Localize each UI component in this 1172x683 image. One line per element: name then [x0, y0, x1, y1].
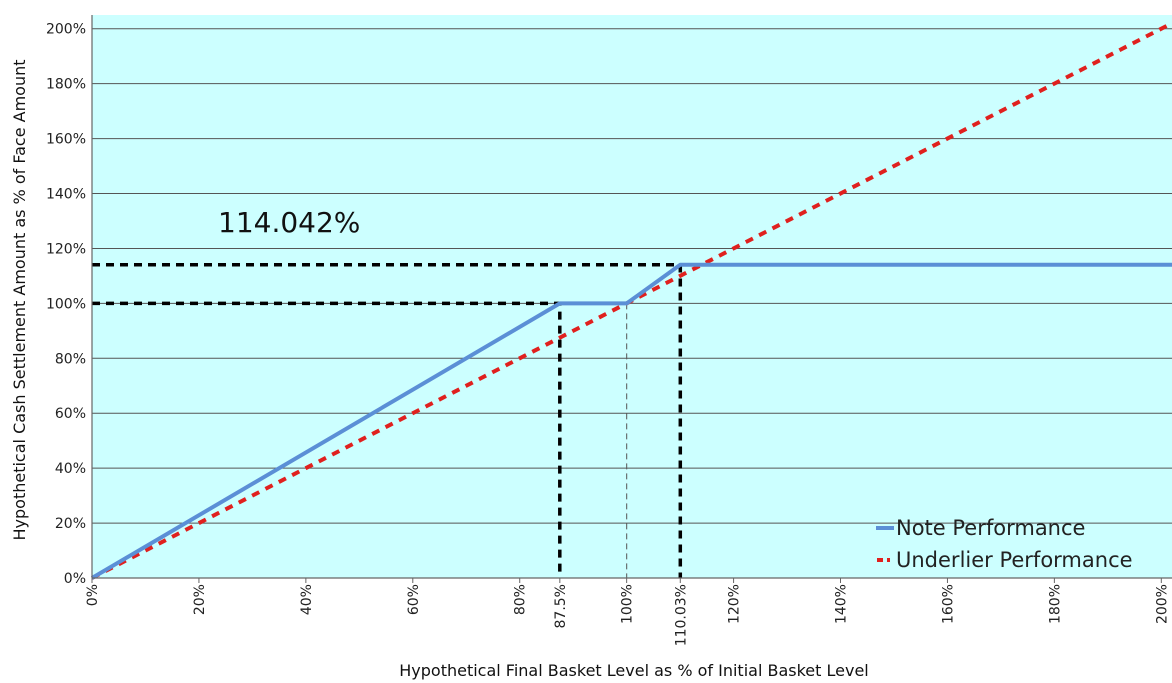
x-tick-label: 60% [406, 584, 422, 615]
x-tick-label: 80% [513, 584, 529, 615]
x-tick-labels: 0% 20% 40% 60% 80% 87.5% 100% 110.03% 120% 140% 16… [85, 578, 1170, 646]
y-tick-label: 160% [46, 132, 86, 148]
y-axis-title: Hypothetical Cash Settlement Amount as %… [10, 60, 29, 541]
y-tick-label: 120% [46, 241, 86, 257]
x-tick-label: 180% [1047, 584, 1063, 624]
x-axis-title: Hypothetical Final Basket Level as % of … [399, 661, 868, 680]
y-tick-label: 20% [55, 516, 86, 532]
x-tick-label: 40% [299, 584, 315, 615]
annotation-value: 114.042% [218, 206, 360, 239]
x-tick-label: 20% [192, 584, 208, 615]
y-tick-label: 60% [55, 406, 86, 422]
x-tick-label: 120% [727, 584, 743, 624]
x-tick-label: 87.5% [553, 584, 569, 628]
series-line-note-performance [90, 262, 1172, 580]
grid [92, 28, 1172, 524]
legend: Note Performance Underlier Performance [876, 516, 1133, 572]
y-tick-label: 40% [55, 461, 86, 477]
x-tick-label: 0% [85, 584, 101, 606]
x-tick-label: 110.03% [673, 584, 689, 646]
y-tick-label: 200% [46, 22, 86, 38]
y-tick-label: 180% [46, 77, 86, 93]
y-tick-label: 140% [46, 187, 86, 203]
y-tick-label: 80% [55, 351, 86, 367]
x-tick-label: 140% [834, 584, 850, 624]
legend-label-note: Note Performance [896, 516, 1085, 540]
x-tick-label: 100% [620, 584, 636, 624]
x-tick-label: 160% [940, 584, 956, 624]
x-tick-label: 200% [1154, 584, 1170, 624]
legend-label-underlier: Underlier Performance [896, 548, 1133, 572]
series-group [90, 21, 1172, 580]
y-tick-label: 100% [46, 296, 86, 312]
y-tick-labels: 0% 20% 40% 60% 80% 100% 120% 140% 160% 180% 200% [46, 22, 86, 587]
y-tick-label: 0% [64, 571, 86, 587]
